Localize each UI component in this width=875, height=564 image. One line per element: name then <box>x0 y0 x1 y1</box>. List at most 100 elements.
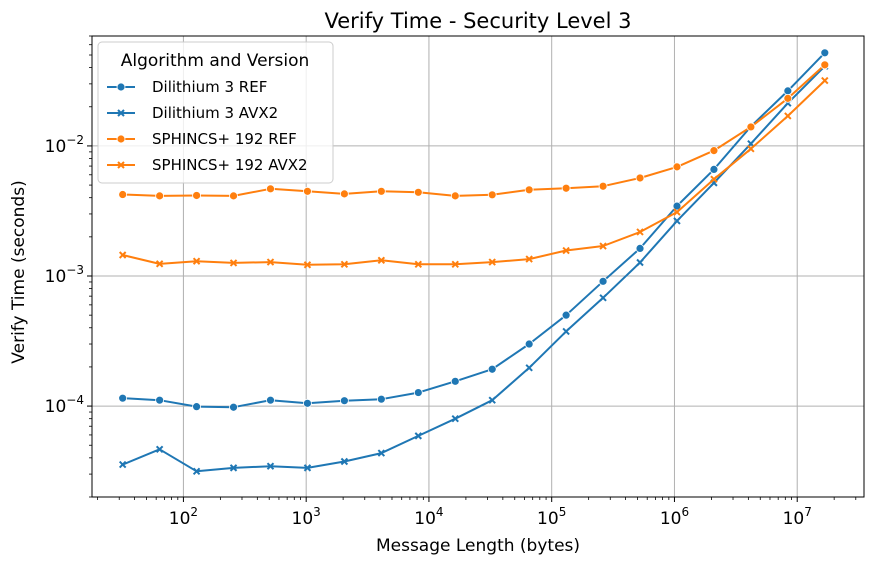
data-point <box>155 260 164 268</box>
data-point <box>229 402 238 412</box>
legend: Algorithm and Version Dilithium 3 REFDil… <box>97 41 334 184</box>
x-marker-stroke <box>784 112 792 120</box>
legend-swatch-marker <box>116 82 126 92</box>
x-marker-stroke <box>525 255 533 263</box>
legend-items: Dilithium 3 REF Dilithium 3 AVX2 SPHINCS+ … <box>107 78 308 174</box>
x-marker-stroke <box>636 258 644 267</box>
x-marker-stroke <box>747 145 755 153</box>
data-point <box>451 260 459 269</box>
x-marker-stroke <box>340 260 349 269</box>
data-point <box>673 217 681 225</box>
data-point <box>192 191 201 200</box>
x-tick-label: 104 <box>414 505 443 529</box>
x-marker-stroke <box>229 259 238 267</box>
legend-label: SPHINCS+ 192 AVX2 <box>152 156 308 174</box>
x-marker-stroke <box>340 457 349 466</box>
data-point <box>303 398 312 408</box>
legend-box <box>97 41 334 184</box>
series-sphincs-192-ref <box>118 60 830 201</box>
data-point <box>118 460 127 469</box>
data-point <box>266 395 275 405</box>
x-marker-stroke <box>117 161 125 169</box>
x-marker-stroke <box>192 467 201 476</box>
plot-frame <box>91 35 865 498</box>
x-marker-stroke <box>192 257 201 265</box>
data-point <box>192 402 201 412</box>
y-tick-label: 10−2 <box>45 133 84 157</box>
data-point <box>820 60 830 70</box>
data-point <box>155 191 165 201</box>
x-marker-stroke <box>599 294 607 302</box>
data-point <box>635 244 645 253</box>
x-tick-label: 103 <box>292 505 321 529</box>
data-point <box>821 76 829 85</box>
data-point <box>710 175 718 183</box>
data-point <box>376 186 386 196</box>
x-marker-stroke <box>118 460 127 469</box>
x-marker-stroke <box>451 414 459 423</box>
series-sphincs-192-avx2 <box>118 76 829 269</box>
data-point <box>784 112 792 120</box>
data-point <box>636 228 644 236</box>
data-point <box>747 145 755 153</box>
x-marker-stroke <box>377 256 386 265</box>
x-marker-stroke <box>636 228 644 236</box>
data-point <box>118 393 128 403</box>
x-marker-stroke <box>377 449 386 457</box>
series-line <box>122 65 826 473</box>
legend-item: SPHINCS+ 192 REF <box>107 130 297 148</box>
x-marker-stroke <box>303 464 312 472</box>
data-point <box>229 464 238 472</box>
data-point <box>636 258 644 267</box>
data-point <box>192 257 201 265</box>
data-point <box>303 186 312 196</box>
x-tick-label: 102 <box>169 505 198 529</box>
x-marker-stroke <box>673 217 681 225</box>
series-dilithium-3-ref <box>118 48 830 412</box>
data-point <box>339 189 349 199</box>
x-marker-stroke <box>118 251 127 259</box>
legend-item: SPHINCS+ 192 AVX2 <box>107 156 308 174</box>
data-point <box>709 165 719 174</box>
x-marker-stroke <box>266 462 275 470</box>
legend-item: Dilithium 3 AVX2 <box>107 104 278 122</box>
x-tick-label: 105 <box>537 505 566 529</box>
data-point <box>709 146 719 156</box>
legend-swatch-marker <box>117 109 125 117</box>
series-line <box>122 52 826 409</box>
legend-item: Dilithium 3 REF <box>107 78 267 96</box>
legend-label: Dilithium 3 AVX2 <box>152 104 278 122</box>
x-tick-label: 106 <box>660 505 689 529</box>
data-point <box>229 259 238 267</box>
data-point <box>413 388 423 397</box>
x-marker-stroke <box>673 208 681 216</box>
data-point <box>599 242 607 250</box>
data-point <box>746 122 756 132</box>
x-marker-stroke <box>488 396 496 404</box>
data-point <box>488 258 496 266</box>
data-point <box>562 246 570 255</box>
data-point <box>413 187 423 197</box>
y-axis-label: Verify Time (seconds) <box>9 180 29 363</box>
data-point <box>561 310 571 320</box>
data-point <box>155 445 164 454</box>
data-point <box>451 414 459 423</box>
data-point <box>450 191 460 201</box>
chart-title: Verify Time - Security Level 3 <box>325 9 632 33</box>
series-layer <box>118 48 830 476</box>
data-point <box>524 339 534 349</box>
data-point <box>672 201 682 211</box>
data-point <box>118 251 127 259</box>
data-point <box>487 364 497 374</box>
data-point <box>266 462 275 470</box>
data-point <box>598 276 608 286</box>
data-point <box>488 396 496 404</box>
data-point <box>673 208 681 216</box>
series-line <box>122 64 826 197</box>
x-marker-stroke <box>710 175 718 183</box>
data-point <box>820 48 830 58</box>
data-point <box>599 294 607 302</box>
data-point <box>783 86 793 96</box>
x-marker-stroke <box>488 258 496 266</box>
